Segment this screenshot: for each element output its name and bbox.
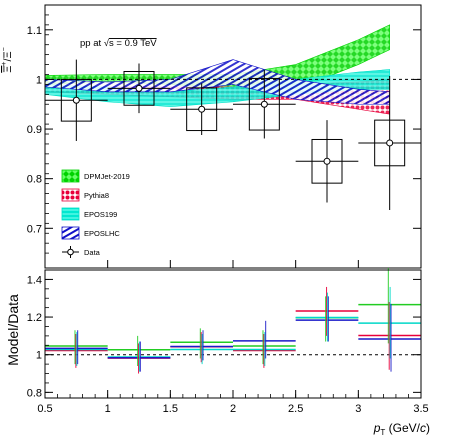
data-marker (135, 84, 143, 92)
data-point (233, 70, 296, 139)
legend-item: DPMJet-2019 (61, 169, 130, 183)
data-points (45, 59, 421, 210)
y-tick-label: 1.4 (27, 274, 42, 286)
x-tick-label: 1.5 (163, 403, 178, 415)
svg-text:Model/Data: Model/Data (5, 294, 21, 366)
y-tick-label: 1.2 (27, 312, 42, 324)
y-axis-title: Ξ̄+/Ξ− (1, 47, 14, 73)
legend-item: Data (62, 246, 101, 258)
legend-item: EPOS199 (61, 207, 117, 221)
x-tick-label: 1 (105, 403, 111, 415)
legend-label: Data (84, 248, 101, 257)
svg-text:Ξ̄+/Ξ−: Ξ̄+/Ξ− (1, 47, 14, 73)
legend-item: Pythia8 (61, 188, 109, 202)
y-tick-label: 0.7 (27, 223, 42, 235)
legend: DPMJet-2019 Pythia8 EPOS199 EPOSLHC Data (61, 169, 130, 258)
x-axis-ticks: 0.5 1 1.5 2 2.5 3 3.5 (37, 260, 429, 415)
legend-item: EPOSLHC (61, 226, 120, 240)
plot-frame (44, 269, 422, 399)
legend-label: EPOS199 (84, 210, 117, 219)
y-axis-title: Model/Data (5, 294, 21, 366)
x-tick-label: 2.5 (288, 403, 303, 415)
data-point (295, 120, 359, 203)
data-marker (198, 105, 206, 113)
data-marker (323, 157, 331, 165)
data-point (107, 63, 171, 114)
y-tick-label: 0.8 (27, 174, 42, 186)
data-marker (260, 100, 268, 108)
chart-title: pp at √s = 0.9 TeV (80, 38, 157, 49)
y-axis-ticks: 0.8 1 1.2 1.4 (27, 274, 421, 399)
legend-swatch (61, 188, 80, 202)
x-tick-label: 2 (230, 403, 236, 415)
model-ratio-lines (45, 303, 421, 359)
x-tick-label: 3 (355, 403, 361, 415)
data-marker (72, 96, 80, 104)
data-point (170, 83, 233, 136)
y-tick-label: 1.1 (27, 25, 42, 37)
model-over-data-panel: 0.8 1 1.2 1.4 0.5 1 1.5 2 2.5 3 3.5 Model/Data pT… (5, 260, 430, 437)
legend-swatch (61, 207, 80, 221)
ratio-uncertainties (74, 268, 392, 374)
legend-swatch (61, 226, 80, 240)
legend-label: DPMJet-2019 (84, 172, 130, 181)
legend-label: Pythia8 (84, 191, 109, 200)
data-point (45, 59, 108, 141)
y-tick-label: 1 (36, 74, 42, 86)
x-axis-title: pT (GeV/c) (373, 421, 430, 437)
x-tick-label: 0.5 (37, 403, 52, 415)
legend-swatch (61, 169, 80, 183)
legend-label: EPOSLHC (84, 229, 120, 238)
data-marker (386, 139, 394, 147)
x-tick-label: 3.5 (413, 403, 428, 415)
y-axis-ticks: 0.7 0.8 0.9 1 1.1 (27, 14, 421, 254)
ratio-panel: 0.70.80.911.1 pp at √s = 0.9 TeV Ξ̄+/Ξ− … (1, 4, 422, 269)
y-tick-label: 1 (36, 350, 42, 362)
legend-marker (67, 248, 74, 256)
y-tick-label: 0.9 (27, 124, 42, 136)
data-point (358, 75, 421, 210)
y-tick-label: 0.8 (27, 387, 42, 399)
